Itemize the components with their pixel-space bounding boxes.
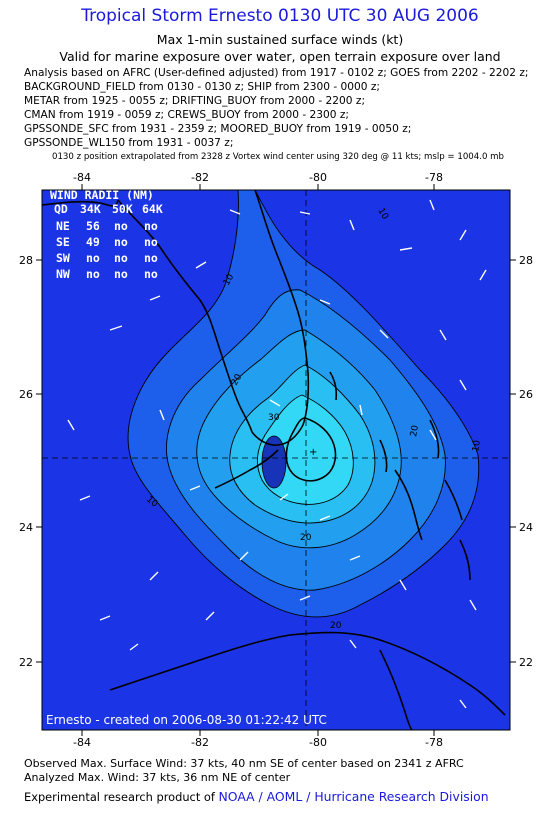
analysis-line-5: GPSSONDE_SFC from 1931 - 2359 z; MOORED_… <box>24 123 412 135</box>
storm-center-marker: + <box>309 447 317 458</box>
analysis-line-6: GPSSONDE_WL150 from 1931 - 0037 z; <box>24 137 234 149</box>
wind-barbs <box>67 199 487 709</box>
contour-label: 30 <box>268 413 280 423</box>
contour-label: 20 <box>409 424 421 437</box>
position-note: 0130 z position extrapolated from 2328 z… <box>52 152 504 162</box>
map-subtitle-winds: Max 1-min sustained surface winds (kt) <box>156 32 404 47</box>
wind-radii-row-se: SE 49 no no <box>56 235 158 249</box>
analyzed-max-wind: Analyzed Max. Wind: 37 kts, 36 nm NE of … <box>24 771 291 784</box>
map-title: Tropical Storm Ernesto 0130 UTC 30 AUG 2… <box>81 6 479 26</box>
storm-center-crosshair <box>42 190 510 730</box>
lon-tick-label-top: -80 <box>309 171 327 184</box>
lat-tick-label-left: 22 <box>19 656 33 669</box>
credit-org-link[interactable]: NOAA / AOML / Hurricane Research Divisio… <box>218 789 489 804</box>
lon-tick-label-bottom: -80 <box>309 736 327 749</box>
analysis-line-3: METAR from 1925 - 0055 z; DRIFTING_BUOY … <box>24 95 366 107</box>
observed-max-wind: Observed Max. Surface Wind: 37 kts, 40 n… <box>24 757 464 770</box>
analysis-line-2: BACKGROUND_FIELD from 0130 - 0130 z; SHI… <box>24 81 380 93</box>
lat-tick-label-right: 28 <box>519 254 533 267</box>
lon-tick-label-bottom: -78 <box>425 736 443 749</box>
wind-radii-table: WIND RADII (NM) QD 34K 50K 64K NE 56 no no SE 4… <box>50 188 211 281</box>
axis-ticks <box>36 184 516 736</box>
lat-tick-label-left: 24 <box>19 521 33 534</box>
contour-label: 10 <box>471 439 483 452</box>
lat-tick-label-left: 28 <box>19 254 33 267</box>
credit-prefix: Experimental research product of <box>24 790 215 804</box>
analysis-line-4: CMAN from 1919 - 0059 z; CREWS_BUOY from… <box>24 109 350 121</box>
wind-radii-header: QD 34K 50K 64K <box>54 202 211 216</box>
coastlines <box>42 190 506 730</box>
wind-radii-row-nw: NW no no no <box>56 267 158 281</box>
lat-tick-label-left: 26 <box>19 388 33 401</box>
wind-radii-title: WIND RADII (NM) <box>50 188 154 202</box>
lat-tick-label-right: 26 <box>519 388 533 401</box>
contour-label: 20 <box>330 621 342 631</box>
wind-radii-row-sw: SW no no no <box>56 251 158 265</box>
wind-radii-row-ne: NE 56 no no <box>56 219 158 233</box>
contour-label: 20 <box>300 533 312 543</box>
contour-35kt-line <box>285 417 337 482</box>
lon-tick-label-bottom: -82 <box>191 736 209 749</box>
analysis-line-1: Analysis based on AFRC (User-defined adj… <box>24 67 529 79</box>
lat-tick-label-right: 22 <box>519 656 533 669</box>
lon-tick-label-top: -78 <box>425 171 443 184</box>
lon-tick-label-bottom: -84 <box>73 736 91 749</box>
lon-tick-label-top: -82 <box>191 171 209 184</box>
credit-line: Experimental research product of NOAA / … <box>24 789 489 804</box>
inner-core-low-wind <box>261 435 287 489</box>
wind-analysis-map: + <box>19 171 533 749</box>
plot-frame <box>41 189 511 731</box>
lat-tick-label-right: 24 <box>519 521 533 534</box>
map-subtitle-exposure: Valid for marine exposure over water, op… <box>59 49 501 64</box>
created-stamp: Ernesto - created on 2006-08-30 01:22:42… <box>46 713 327 727</box>
lon-tick-label-top: -84 <box>73 171 91 184</box>
